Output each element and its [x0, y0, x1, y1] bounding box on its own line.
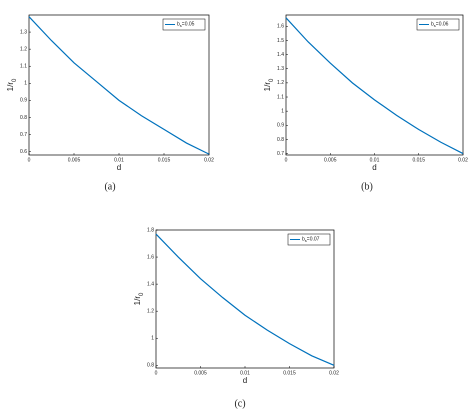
x-tick-label: 0.015	[283, 370, 296, 376]
y-axis-label-main: 1/r	[263, 82, 272, 92]
y-tick-label: 1.4	[277, 52, 284, 58]
y-tick-label: 0.7	[277, 151, 284, 157]
legend-box	[287, 233, 331, 246]
legend-box	[416, 18, 460, 31]
legend-label: bs=0.05	[177, 22, 195, 28]
x-tick-label: 0.01	[240, 370, 250, 376]
x-tick-label: 0.02	[329, 370, 339, 376]
x-tick-label: 0.005	[194, 370, 207, 376]
plot-frame	[28, 14, 210, 156]
x-tick-label: 0	[285, 157, 288, 163]
y-tick-label: 0.8	[147, 363, 154, 369]
y-axis-label-sub: 0	[12, 78, 18, 82]
y-tick-label: 0.8	[277, 137, 284, 143]
y-tick-label: 0.7	[20, 132, 27, 138]
x-tick-label: 0.005	[68, 157, 81, 163]
caption: (c)	[234, 398, 245, 409]
chart-panel: 0.811.21.41.61.80 0.005 0.01 0.015 0.02d1/r0…	[133, 227, 339, 409]
legend-label-sub: s	[434, 23, 436, 28]
x-tick-label: 0.005	[324, 157, 337, 163]
x-tick-label: 0.01	[370, 157, 380, 163]
y-tick-label: 0.8	[20, 115, 27, 121]
legend-label-sub: s	[180, 23, 182, 28]
y-tick-label: 1	[24, 81, 27, 87]
legend-label: bs=0.06	[431, 22, 449, 28]
y-tick-label: 1.5	[277, 38, 284, 44]
caption: (a)	[104, 181, 115, 192]
y-tick-label: 1.8	[147, 227, 154, 233]
y-tick-label: 1	[151, 336, 154, 342]
y-axis-label-sub: 0	[139, 292, 145, 296]
y-tick-label: 1.2	[20, 46, 27, 52]
legend-label-rest: =0.05	[182, 22, 195, 28]
legend-label-sub: s	[305, 238, 307, 243]
data-line	[28, 16, 210, 155]
x-tick-label: 0	[28, 157, 31, 163]
y-axis-label: 1/r0	[6, 78, 17, 91]
x-tick-label: 0.015	[158, 157, 171, 163]
y-tick-label: 0.6	[20, 149, 27, 155]
y-tick-label: 0.9	[277, 123, 284, 129]
y-tick-label: 0.9	[20, 98, 27, 104]
x-tick-label: 0.015	[412, 157, 425, 163]
legend-label-main: b	[302, 237, 305, 243]
y-tick-label: 1	[281, 108, 284, 114]
legend-label-rest: =0.07	[307, 237, 320, 243]
x-axis-label: d	[243, 376, 247, 385]
y-axis-label-main: 1/r	[133, 296, 142, 306]
y-tick-label: 1.6	[147, 254, 154, 260]
y-tick-label: 1.2	[147, 309, 154, 315]
chart-panel: 0.6 0.7 0.8 0.9 1 1.1 1.2 1.3 0 0.005 0.01 0.015 0.0…	[6, 14, 214, 192]
legend-box	[162, 18, 206, 31]
legend-label-main: b	[177, 22, 180, 28]
y-tick-label: 1.1	[277, 94, 284, 100]
y-tick-label: 1.3	[20, 29, 27, 35]
data-line	[155, 233, 335, 366]
y-tick-label: 1.4	[147, 281, 154, 287]
legend-label-main: b	[431, 22, 434, 28]
x-tick-label: 0.02	[458, 157, 468, 163]
plot-frame	[155, 229, 335, 369]
x-tick-label: 0.02	[204, 157, 214, 163]
x-tick-label: 0	[155, 370, 158, 376]
x-tick-label: 0.01	[114, 157, 124, 163]
y-tick-label: 1.3	[277, 66, 284, 72]
plot-frame	[285, 14, 464, 156]
y-axis-label-sub: 0	[269, 78, 275, 82]
x-axis-label: d	[117, 163, 121, 172]
legend-label-rest: =0.06	[436, 22, 449, 28]
y-axis-label: 1/r0	[133, 292, 144, 305]
y-tick-label: 1.1	[20, 64, 27, 70]
y-axis-label-main: 1/r	[6, 82, 15, 92]
caption: (b)	[361, 181, 373, 192]
data-line	[285, 17, 464, 155]
y-tick-label: 1.6	[277, 24, 284, 30]
chart-panel: 0.7 0.8 0.9 1 1.1 1.2 1.3 1.4 1.5 1.6 0 0.005 0.01 0.…	[263, 14, 468, 192]
y-tick-label: 1.2	[277, 80, 284, 86]
y-axis-label: 1/r0	[263, 78, 274, 91]
legend-label: bs=0.07	[302, 237, 320, 243]
x-axis-label: d	[372, 163, 376, 172]
